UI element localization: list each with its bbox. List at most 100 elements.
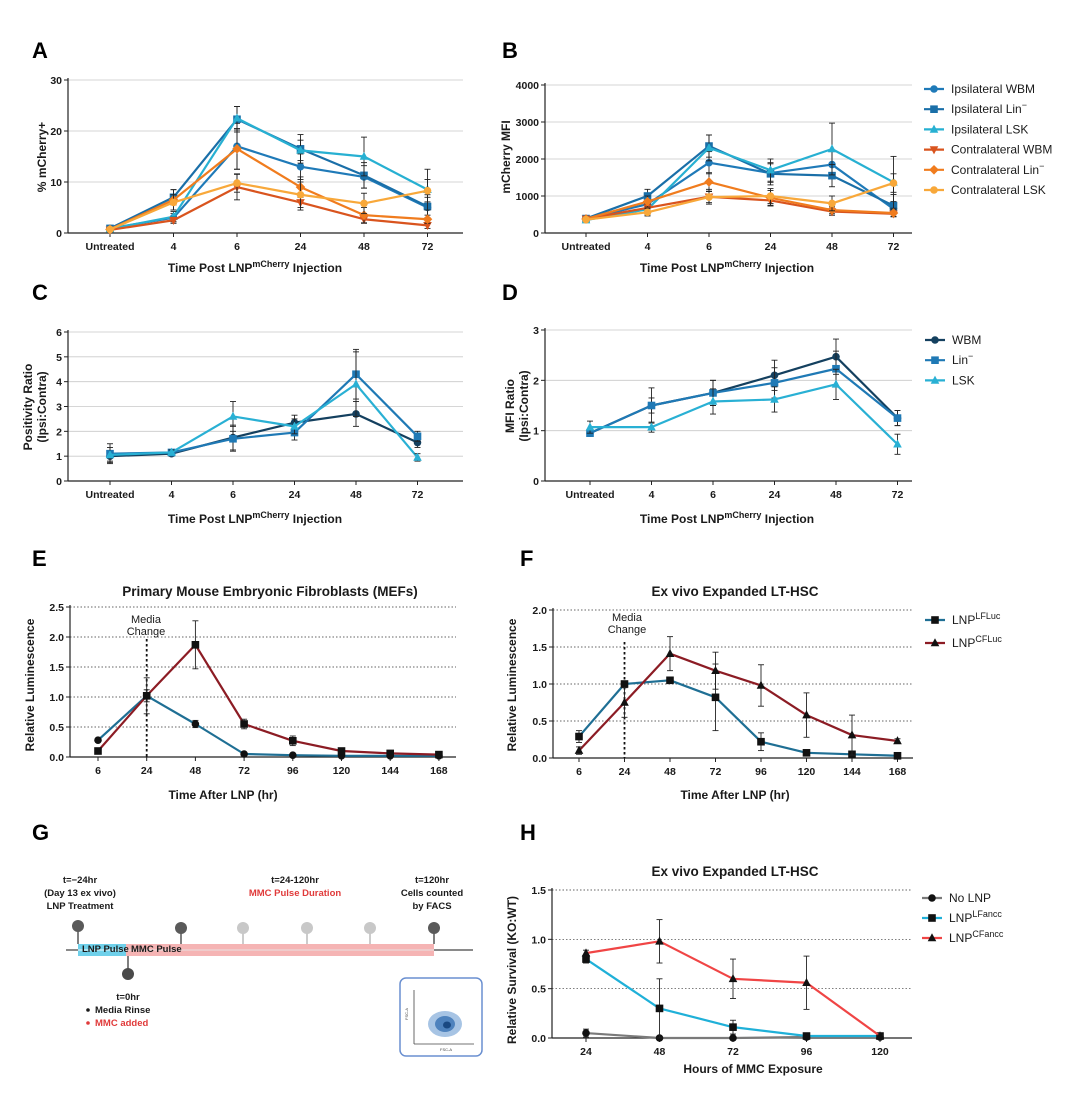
chart-d-point [831, 379, 841, 388]
chart-e-annotation-change: Change [127, 626, 166, 638]
chart-d-series-line [590, 383, 899, 446]
chart-c-xtick-label: 48 [350, 489, 362, 501]
facs-x-label: FSC-A [440, 1047, 452, 1052]
legend-h: No LNP LNPLFancc LNPCFancc [922, 891, 1004, 945]
legend-h-label-sup: LFancc [972, 909, 1002, 919]
chart-a-point [232, 144, 242, 154]
chart-e-annotation-media: Media [131, 614, 162, 626]
chart-a-xtick-label: Untreated [85, 241, 134, 253]
chart-f-ytick-label: 2.0 [532, 605, 547, 617]
chart-c-point [228, 411, 238, 420]
chart-b-point [643, 208, 652, 217]
chart-f-annotation-change: Change [608, 624, 647, 636]
chart-d-xtick-label: Untreated [565, 489, 614, 501]
chart-f-series-line [578, 679, 898, 757]
legend-ab-label: Contralateral LSK [951, 183, 1046, 197]
chart-a-point [106, 225, 114, 234]
chart-b-point [827, 144, 837, 153]
chart-d-ylabel-line1: MFI Ratio [503, 379, 517, 433]
chart-b-ytick-label: 4000 [516, 80, 540, 92]
chart-d-xlabel-sup: mCherry [724, 510, 761, 520]
chart-a: 0 10 20 30 Untreated 4 6 24 48 72 [50, 75, 463, 253]
pin-start-head [72, 920, 84, 932]
legend-h-item: No LNP [922, 891, 991, 905]
chart-d-point [770, 379, 779, 387]
chart-c-xlabel: Time Post LNPmCherry Injection [168, 510, 342, 526]
chart-f-point [757, 737, 765, 746]
chart-a-series [106, 173, 432, 234]
chart-f-ylabel: Relative Luminescence [505, 618, 519, 751]
chart-h-ytick-label: 0.0 [531, 1033, 546, 1045]
chart-f-point [666, 676, 674, 685]
chart-a-ytick-label: 30 [50, 75, 62, 87]
chart-e-ytick-label: 1.0 [49, 692, 64, 704]
legend-h-item: LNPCFancc [922, 929, 1004, 945]
chart-c-ytick-label: 6 [56, 327, 62, 339]
chart-a-series-line [109, 181, 428, 231]
chart-a-xtick-label: 4 [171, 241, 177, 253]
chart-f-xlabel: Time After LNP (hr) [680, 788, 789, 802]
chart-d-xtick-label: 48 [830, 489, 842, 501]
chart-a-point [169, 198, 178, 207]
chart-c-point [413, 432, 422, 441]
chart-f-xtick-label: 96 [755, 766, 767, 778]
chart-b-point [705, 193, 713, 201]
chart-e: 0.0 0.5 1.0 1.5 2.0 2.5 6 24 48 72 96 120 144 168 [49, 602, 456, 777]
chart-b-xlabel: Time Post LNPmCherry Injection [640, 259, 814, 275]
chart-b-xlabel-main: Time Post LNP [640, 261, 724, 275]
legend-f-label: LNPLFLuc [952, 611, 1001, 627]
chart-e-ytick-label: 2.5 [49, 602, 64, 614]
legend-ab-item: Contralateral Lin− [924, 161, 1044, 177]
chart-e-point [337, 747, 346, 755]
chart-a-point [423, 222, 432, 231]
legend-cd-item: WBM [925, 333, 981, 347]
chart-f-point [893, 736, 902, 745]
legend-h-label: LNPCFancc [949, 929, 1004, 945]
legend-h-marker [928, 894, 936, 902]
timeline-end-label-2: Cells counted [401, 888, 463, 899]
chart-d-point [893, 439, 902, 448]
chart-h-ylabel: Relative Survival (KO:WT) [505, 896, 519, 1044]
chart-b-xtick-label: 48 [826, 241, 838, 253]
chart-h-point [729, 1034, 737, 1042]
chart-a-point [296, 190, 305, 199]
chart-e-xtick-label: 48 [190, 765, 202, 777]
chart-c-point [413, 438, 422, 447]
chart-f-point [711, 665, 720, 674]
chart-a-series [105, 106, 432, 233]
chart-d-xlabel-main: Time Post LNP [640, 512, 724, 526]
chart-a-ytick-label: 0 [56, 228, 62, 240]
chart-b-point [766, 192, 775, 200]
chart-a-ytick-label: 20 [50, 126, 62, 138]
chart-b: 0 1000 2000 3000 4000 Untreated 4 6 24 48 72 [516, 80, 912, 253]
legend-f-item: LNPLFLuc [925, 611, 1001, 627]
chart-f-ytick-label: 1.0 [532, 679, 547, 691]
chart-e-ylabel: Relative Luminescence [23, 618, 37, 751]
legend-f-label: LNPCFLuc [952, 634, 1002, 650]
chart-f-point [893, 751, 902, 760]
chart-c-series-line [109, 383, 419, 459]
chart-f-ytick-label: 1.5 [532, 642, 547, 654]
chart-a-ytick-label: 10 [50, 177, 62, 189]
chart-h-point [728, 974, 738, 983]
chart-b-ylabel: mCherry MFI [499, 120, 513, 193]
chart-e-point [191, 641, 200, 649]
chart-d-xtick-label: 4 [649, 489, 655, 501]
legend-cd-label: LSK [952, 373, 975, 387]
legend-f-marker [931, 616, 939, 624]
chart-e-point [386, 749, 394, 758]
chart-f-annotation-media: Media [612, 612, 643, 624]
legend-h-marker [927, 933, 937, 942]
chart-f: 0.0 0.5 1.0 1.5 2.0 6 24 48 72 96 120 144 168 [532, 605, 913, 778]
chart-e-series-line [97, 643, 439, 756]
chart-c-series-line [109, 373, 419, 455]
lnp-pulse-label: LNP Pulse [82, 944, 129, 955]
legend-cd-marker [930, 375, 940, 384]
panel-label-h: H [520, 820, 536, 845]
chart-a-point [296, 162, 305, 171]
chart-e-xtick-label: 168 [430, 765, 448, 777]
chart-b-point [582, 215, 590, 224]
chart-b-xlabel-sup: mCherry [724, 259, 761, 269]
legend-ab-marker [929, 165, 939, 175]
chart-c-xtick-label: 24 [289, 489, 301, 501]
